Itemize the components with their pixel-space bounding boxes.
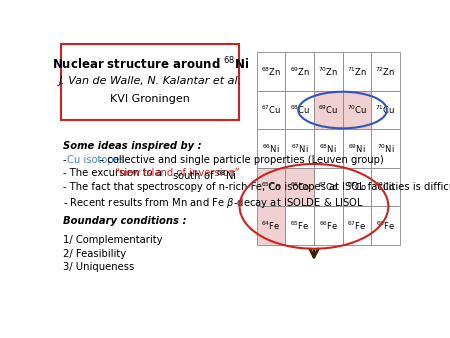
Text: $^{67}$Ni: $^{67}$Ni bbox=[291, 142, 309, 155]
Bar bbox=[314, 168, 342, 206]
Text: $^{65}$Fe: $^{65}$Fe bbox=[290, 219, 309, 232]
Text: $^{66}$Fe: $^{66}$Fe bbox=[319, 219, 338, 232]
Text: 1/ Complementarity: 1/ Complementarity bbox=[63, 235, 163, 245]
Text: $^{68}$Zn: $^{68}$Zn bbox=[261, 65, 281, 78]
Bar bbox=[257, 168, 285, 206]
Text: Cu isotopes: Cu isotopes bbox=[68, 154, 126, 165]
Text: $^{68}$Fe: $^{68}$Fe bbox=[376, 219, 395, 232]
Text: $^{69}$Co: $^{69}$Co bbox=[375, 181, 396, 193]
Text: -: - bbox=[63, 154, 70, 165]
Text: $^{67}$Co: $^{67}$Co bbox=[318, 181, 338, 193]
Bar bbox=[342, 91, 371, 129]
Bar bbox=[314, 52, 342, 91]
Bar bbox=[371, 206, 400, 245]
Bar bbox=[314, 91, 342, 129]
Text: $^{66}$Co: $^{66}$Co bbox=[289, 181, 310, 193]
Text: $^{72}$Zn: $^{72}$Zn bbox=[375, 65, 396, 78]
Bar bbox=[371, 168, 400, 206]
Text: $^{69}$Ni: $^{69}$Ni bbox=[348, 142, 366, 155]
Text: $^{67}$Cu: $^{67}$Cu bbox=[261, 104, 281, 116]
Bar bbox=[285, 91, 314, 129]
Bar bbox=[342, 129, 371, 168]
Text: $^{69}$Cu: $^{69}$Cu bbox=[318, 104, 338, 116]
Text: $^{69}$Zn: $^{69}$Zn bbox=[290, 65, 310, 78]
Text: $^{68}$Ni: $^{68}$Ni bbox=[320, 142, 337, 155]
Text: $^{67}$Fe: $^{67}$Fe bbox=[347, 219, 367, 232]
Text: $^{65}$Co: $^{65}$Co bbox=[261, 181, 281, 193]
Bar bbox=[285, 206, 314, 245]
Text: 3/ Uniqueness: 3/ Uniqueness bbox=[63, 262, 135, 272]
Bar bbox=[257, 206, 285, 245]
Text: - Recent results from Mn and Fe $\beta$-decay at ISOLDE & LISOL: - Recent results from Mn and Fe $\beta$-… bbox=[63, 196, 364, 210]
Bar bbox=[257, 129, 285, 168]
Text: Nuclear structure around $^{68}$Ni: Nuclear structure around $^{68}$Ni bbox=[52, 56, 249, 73]
Text: Some ideas inspired by :: Some ideas inspired by : bbox=[63, 141, 202, 151]
Text: KVI Groningen: KVI Groningen bbox=[111, 94, 190, 104]
Text: $^{66}$Ni: $^{66}$Ni bbox=[262, 142, 280, 155]
Text: $^{64}$Fe: $^{64}$Fe bbox=[261, 219, 281, 232]
Bar bbox=[342, 168, 371, 206]
Bar bbox=[342, 52, 371, 91]
Text: “new island of inversion”: “new island of inversion” bbox=[115, 168, 239, 178]
Bar bbox=[342, 206, 371, 245]
Text: $^{68}$Cu: $^{68}$Cu bbox=[289, 104, 310, 116]
Text: 2/ Feasibility: 2/ Feasibility bbox=[63, 248, 126, 259]
Bar bbox=[314, 206, 342, 245]
Text: J. Van de Walle, N. Kalantar et al.: J. Van de Walle, N. Kalantar et al. bbox=[59, 76, 242, 86]
Bar bbox=[371, 129, 400, 168]
Bar bbox=[285, 129, 314, 168]
Text: - The excursion to a: - The excursion to a bbox=[63, 168, 165, 178]
Text: Boundary conditions :: Boundary conditions : bbox=[63, 216, 187, 226]
Bar bbox=[285, 52, 314, 91]
Text: $^{71}$Zn: $^{71}$Zn bbox=[347, 65, 367, 78]
Bar bbox=[285, 168, 314, 206]
Text: $^{70}$Zn: $^{70}$Zn bbox=[318, 65, 338, 78]
Bar bbox=[257, 52, 285, 91]
Text: $^{71}$Cu: $^{71}$Cu bbox=[375, 104, 396, 116]
Bar bbox=[371, 91, 400, 129]
Text: $^{70}$Cu: $^{70}$Cu bbox=[347, 104, 367, 116]
Bar bbox=[257, 91, 285, 129]
Bar bbox=[371, 52, 400, 91]
Bar bbox=[314, 129, 342, 168]
Text: $^{70}$Ni: $^{70}$Ni bbox=[377, 142, 394, 155]
Text: south of $^{68}$Ni: south of $^{68}$Ni bbox=[169, 168, 237, 182]
Text: – collective and single particle properties (Leuven group): – collective and single particle propert… bbox=[96, 154, 384, 165]
Text: $^{68}$Co: $^{68}$Co bbox=[346, 181, 367, 193]
Text: - The fact that spectroscopy of n-rich Fe, Co isotopes at ISOL facilities is dif: - The fact that spectroscopy of n-rich F… bbox=[63, 182, 450, 192]
FancyBboxPatch shape bbox=[62, 45, 239, 120]
